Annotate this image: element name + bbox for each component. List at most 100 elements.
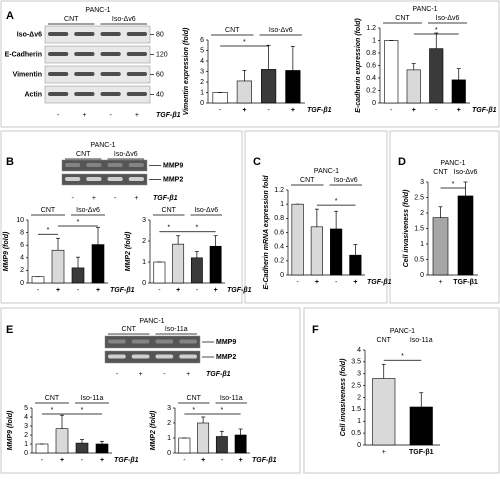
band [155, 339, 174, 344]
bar [197, 422, 210, 454]
x-tick-label: + [239, 457, 243, 464]
x-tick-label: + [176, 287, 180, 294]
y-tick-label: 2 [200, 79, 204, 86]
chart-title: PANC-1 [390, 328, 415, 335]
x-axis-label: TGF-β1 [472, 107, 497, 114]
x-tick-label: - [390, 107, 393, 114]
significance: * [335, 198, 338, 205]
y-tick-label: 0.6 [274, 229, 284, 236]
lane-label: - [163, 371, 166, 378]
y-tick-label: 1.5 [351, 406, 361, 413]
group-label: CNT [225, 27, 240, 34]
group-label: Iso-Δv6 [454, 169, 478, 176]
marker-label: 60 [156, 71, 164, 78]
y-tick-label: 2 [357, 394, 361, 401]
bar [406, 69, 421, 104]
group-label: Iso-11a [165, 326, 188, 333]
lane-label: - [71, 195, 74, 202]
group-label: Iso-Δv6 [76, 207, 100, 214]
blot-strip [104, 350, 201, 364]
x-tick-label: + [457, 107, 461, 114]
bar [409, 406, 433, 446]
y-tick-label: 0.5 [414, 256, 424, 263]
significance: * [452, 181, 455, 188]
blot-strip [104, 335, 201, 349]
y-tick-label: 3.5 [351, 359, 361, 366]
blot-strip [61, 159, 148, 172]
bar [51, 249, 65, 284]
bar [236, 80, 252, 104]
x-tick-label: + [412, 107, 416, 114]
y-tick-label: 2 [24, 432, 28, 439]
x-tick-label: - [81, 457, 84, 464]
y-tick-label: 2 [167, 420, 171, 427]
y-axis-label: Vimentin expression (fold) [183, 27, 190, 115]
y-tick-label: 3 [420, 179, 424, 186]
lane-label: + [92, 195, 96, 202]
panel-label: C [253, 156, 261, 168]
bar [291, 203, 304, 276]
bar [457, 195, 474, 276]
band [155, 354, 174, 359]
y-tick-label: 6 [200, 37, 204, 44]
group-label: CNT [300, 177, 315, 184]
band [86, 163, 102, 167]
band [107, 177, 123, 181]
group-label: CNT [41, 207, 56, 214]
x-axis-label: TGF-β1 [367, 279, 392, 286]
band [126, 52, 147, 56]
y-tick-label: 2 [20, 267, 24, 274]
group-label: CNT [187, 395, 202, 402]
lane-label: - [116, 371, 119, 378]
y-tick-label: 1.2 [274, 187, 284, 194]
lane-label: + [139, 371, 143, 378]
band [74, 32, 95, 36]
row-label: MMP2 [216, 354, 236, 361]
x-tick-label: + [56, 287, 60, 294]
treatment-label: TGF-β1 [206, 371, 231, 378]
x-tick-label: + [96, 287, 100, 294]
treatment-label: TGF-β1 [153, 195, 178, 202]
y-tick-label: 0.2 [274, 258, 284, 265]
y-tick-label: 4 [357, 347, 361, 354]
y-axis-label: MMP9 (fold) [3, 231, 10, 271]
y-axis-label: E-Cadherin mRNA expression fold [263, 175, 270, 290]
y-tick-label: 0 [420, 272, 424, 279]
x-axis-label: TGF-β1 [227, 287, 252, 294]
group-label: CNT [122, 326, 137, 333]
band [48, 32, 69, 36]
y-tick-label: 1 [280, 201, 284, 208]
group-label: Iso-Δv6 [269, 27, 293, 34]
y-tick-label: 1 [24, 441, 28, 448]
chart-title: PANC-1 [440, 160, 465, 167]
x-tick-label: + [242, 107, 246, 114]
x-tick-label: + [291, 107, 295, 114]
marker-label: 80 [156, 31, 164, 38]
y-tick-label: 0 [20, 280, 24, 287]
significance: * [81, 407, 84, 414]
band [100, 32, 121, 36]
bar [190, 257, 203, 284]
band [74, 92, 95, 96]
y-tick-label: 3 [24, 423, 28, 430]
blot-title: PANC-1 [85, 7, 110, 14]
x-tick-label: - [435, 107, 438, 114]
band [128, 163, 144, 167]
lane-label: + [186, 371, 190, 378]
panel-label: B [6, 156, 14, 168]
row-label: Actin [25, 91, 43, 98]
panel-box [244, 130, 388, 304]
panel-box [303, 307, 500, 474]
x-tick-label: - [267, 107, 270, 114]
significance: * [47, 227, 50, 234]
panel-box [0, 130, 243, 304]
bar [95, 443, 109, 454]
x-axis-label: TGF-β1 [110, 287, 135, 294]
x-tick-label: - [37, 287, 40, 294]
x-tick-label: - [77, 287, 80, 294]
marker-label: 40 [156, 91, 164, 98]
y-tick-label: 1 [420, 241, 424, 248]
significance: * [51, 407, 54, 414]
panel-label: A [6, 10, 14, 22]
